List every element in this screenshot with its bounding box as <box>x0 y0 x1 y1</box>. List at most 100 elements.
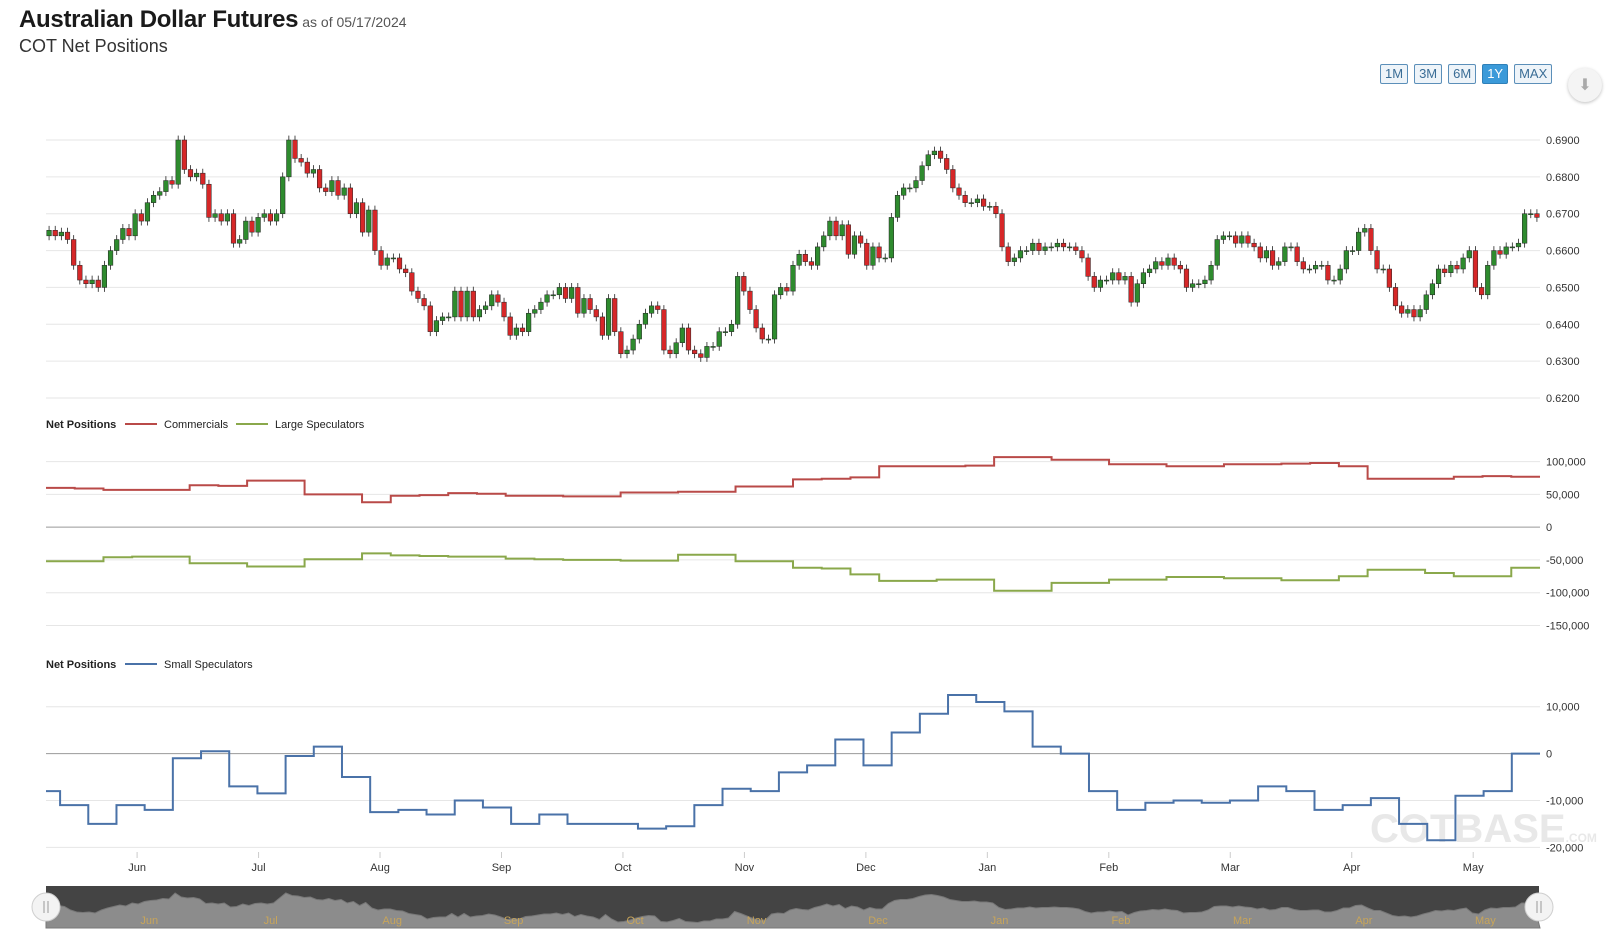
candle <box>1011 253 1017 267</box>
x-tick-label: Mar <box>1221 862 1240 874</box>
navigator[interactable]: Jun Jul Aug Sep Oct Nov Dec Jan Feb Mar Apr May <box>31 886 1554 929</box>
candle <box>796 249 802 270</box>
candle <box>999 209 1005 252</box>
candle <box>581 294 587 318</box>
candle <box>507 312 513 340</box>
candle <box>107 246 114 270</box>
legend-small-speculators[interactable]: Small Speculators <box>164 659 253 671</box>
candle <box>1251 238 1257 252</box>
candle <box>1491 246 1497 270</box>
candle <box>1448 260 1454 278</box>
candle <box>317 165 323 193</box>
candle <box>1276 257 1282 270</box>
candle <box>1380 264 1386 274</box>
candle <box>858 231 864 248</box>
x-tick-label: Jun <box>128 862 146 874</box>
candle <box>685 323 692 355</box>
candle <box>587 294 593 314</box>
candle <box>427 301 433 337</box>
candle <box>839 220 845 241</box>
candle <box>501 297 507 322</box>
range-6m-button[interactable]: 6M <box>1448 64 1477 84</box>
navigator-left-handle[interactable] <box>31 892 61 922</box>
price-y-tick: 0.6500 <box>1546 282 1580 294</box>
candle <box>698 349 704 362</box>
candle <box>403 264 409 278</box>
candle <box>931 146 937 160</box>
candle <box>790 260 796 296</box>
range-1y-button[interactable]: 1Y <box>1482 64 1509 84</box>
candle <box>624 345 630 359</box>
candle <box>937 146 944 163</box>
np1-y-tick: 100,000 <box>1546 457 1586 469</box>
candle <box>1183 264 1190 292</box>
candle <box>876 242 882 263</box>
candle <box>1528 209 1534 219</box>
navigator-right-handle[interactable] <box>1524 892 1554 922</box>
candle <box>845 220 851 259</box>
candle <box>1165 253 1171 270</box>
candle <box>378 246 384 270</box>
candle <box>181 135 187 174</box>
net-positions-1-y-axis: 100,000 50,000 0 -50,000 -100,000 -150,000 <box>1546 457 1589 633</box>
candle <box>421 294 427 311</box>
candle <box>735 271 741 329</box>
range-3m-button[interactable]: 3M <box>1414 64 1443 84</box>
candle <box>747 286 753 314</box>
candle <box>1515 238 1522 252</box>
legend-title: Net Positions <box>46 419 116 431</box>
candle <box>642 308 649 329</box>
candle <box>1196 279 1202 289</box>
range-max-button[interactable]: MAX <box>1514 64 1553 84</box>
np1-y-tick: 50,000 <box>1546 489 1580 501</box>
candle <box>808 257 815 270</box>
candle <box>71 235 77 270</box>
navigator-month-label: Oct <box>627 915 644 927</box>
price-y-tick: 0.6600 <box>1546 246 1580 258</box>
x-axis: Jun Jul Aug Sep Oct Nov Dec Jan Feb Mar Apr May <box>128 852 1484 874</box>
candle <box>919 161 925 185</box>
candle <box>556 283 562 300</box>
candle <box>157 187 163 200</box>
candle <box>759 323 765 344</box>
candle <box>1042 242 1048 255</box>
candle <box>1085 253 1091 281</box>
legend-commercials[interactable]: Commercials <box>164 419 229 431</box>
legend-large-speculators[interactable]: Large Speculators <box>275 419 365 431</box>
commercials-line <box>46 456 1540 504</box>
candle <box>1079 246 1085 263</box>
candle <box>784 283 790 296</box>
candle <box>353 198 360 219</box>
price-y-tick: 0.6300 <box>1546 356 1580 368</box>
download-button[interactable]: ⬇ <box>1568 68 1602 102</box>
range-1m-button[interactable]: 1M <box>1380 64 1409 84</box>
candle <box>1177 260 1183 274</box>
candle <box>77 260 83 285</box>
candle <box>575 283 581 318</box>
candle <box>1386 264 1392 292</box>
candle <box>144 198 151 226</box>
candle <box>1073 242 1079 255</box>
candle <box>52 225 58 241</box>
candle <box>944 154 950 174</box>
candle <box>704 341 710 362</box>
candle <box>255 212 261 237</box>
candle <box>224 209 230 226</box>
np1-y-tick: -100,000 <box>1546 588 1589 600</box>
net-positions-2-legend: Net Positions Small Speculators <box>46 659 253 671</box>
navigator-month-label: Aug <box>382 915 402 927</box>
np2-y-tick: 10,000 <box>1546 702 1580 714</box>
candle <box>1454 260 1460 274</box>
candle <box>360 198 366 237</box>
candle <box>46 225 52 241</box>
candle <box>439 312 446 326</box>
candle <box>446 312 452 322</box>
candle <box>605 294 612 340</box>
candle <box>1343 246 1349 274</box>
candle <box>1442 264 1448 278</box>
candle <box>593 305 599 322</box>
x-tick-label: Jul <box>252 862 266 874</box>
candle <box>280 172 286 219</box>
candle <box>366 205 372 237</box>
